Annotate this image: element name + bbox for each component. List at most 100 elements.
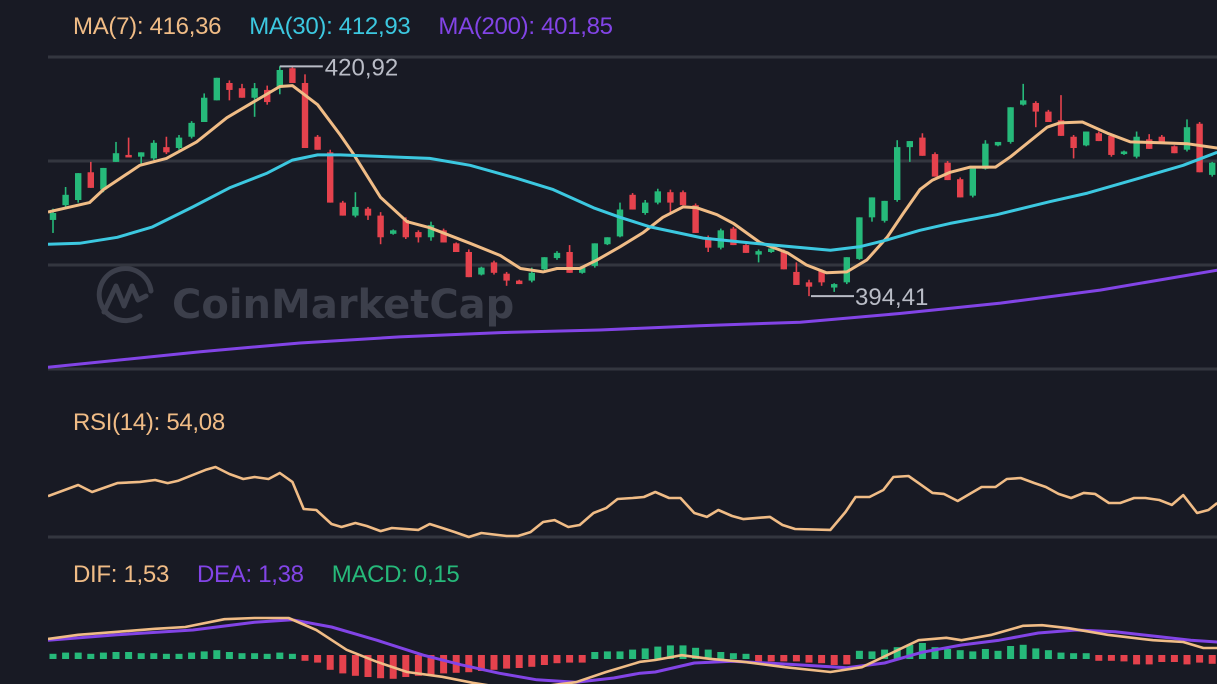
watermark-text: CoinMarketCap	[172, 282, 514, 328]
candle-down	[377, 212, 384, 245]
macd-bar-positive	[238, 653, 246, 659]
candle-body	[881, 200, 888, 221]
candle-down	[1070, 135, 1077, 159]
candles	[49, 66, 1216, 297]
dea-value: DEA: 1,38	[197, 561, 304, 588]
candle-down	[327, 149, 334, 203]
macd-bar-positive	[994, 650, 1002, 659]
coinmarketcap-logo-icon	[96, 266, 154, 324]
macd-bar-negative	[1095, 655, 1103, 661]
macd-bar-positive	[692, 647, 700, 659]
candle-up	[1209, 161, 1216, 177]
macd-bar-negative	[792, 655, 800, 662]
ma-lines	[48, 84, 1217, 275]
rsi-panel	[48, 465, 1217, 539]
candle-down	[944, 161, 951, 181]
candle-down	[289, 66, 296, 84]
macd-bar-positive	[1044, 650, 1052, 659]
candle-up	[868, 197, 876, 222]
candle-down	[667, 189, 674, 213]
candle-body	[138, 152, 145, 157]
max-price-label: 420,92	[325, 54, 398, 81]
macd-bar-positive	[1057, 652, 1065, 659]
macd-value: MACD: 0,15	[331, 561, 460, 588]
candle-body	[301, 83, 309, 149]
candle-down	[679, 190, 687, 206]
macd-bar-positive	[288, 653, 296, 659]
candle-body	[931, 154, 939, 177]
macd-bar-positive	[74, 652, 82, 659]
macd-bar-negative	[553, 655, 561, 664]
candle-body	[1120, 151, 1128, 155]
macd-bar-positive	[1032, 648, 1040, 659]
candle-body	[566, 252, 573, 273]
candle-up	[541, 257, 548, 272]
candle-body	[843, 257, 850, 283]
candle-body	[780, 252, 787, 270]
candle-body	[516, 280, 523, 285]
macd-bar-positive	[225, 652, 233, 659]
macd-bar-positive	[1070, 653, 1078, 659]
candle-down	[629, 193, 636, 210]
macd-bar-positive	[99, 652, 107, 659]
candle-down	[805, 279, 813, 297]
candle-down	[301, 74, 309, 149]
candle-down	[742, 244, 750, 253]
candle-body	[1083, 131, 1090, 146]
candle-up	[591, 243, 598, 268]
macd-bar-positive	[137, 653, 145, 659]
macd-bar-positive	[1019, 644, 1027, 659]
candle-up	[1120, 150, 1128, 155]
candle-down	[919, 133, 926, 156]
candle-body	[1183, 127, 1191, 150]
candle-body	[1209, 162, 1216, 175]
candle-up	[768, 247, 775, 253]
candle-body	[188, 122, 195, 137]
candle-up	[1020, 83, 1027, 106]
candle-body	[541, 257, 548, 270]
candle-up	[654, 188, 661, 205]
macd-bar-positive	[603, 651, 611, 659]
candle-up	[881, 200, 888, 223]
candle-body	[667, 192, 674, 203]
candle-body	[276, 70, 283, 87]
macd-bar-negative	[314, 655, 322, 663]
candle-down	[1196, 122, 1203, 173]
candle-down	[1057, 95, 1065, 136]
candle-down	[1095, 131, 1102, 142]
candle-body	[264, 89, 271, 103]
candle-body	[805, 282, 813, 287]
macd-bar-positive	[666, 645, 674, 659]
candle-down	[1045, 109, 1052, 123]
candle-body	[289, 68, 296, 84]
candle-body	[226, 83, 233, 90]
candle-up	[553, 251, 561, 260]
macd-panel	[48, 616, 1217, 684]
candle-body	[679, 192, 687, 206]
candle-body	[1146, 139, 1153, 149]
macd-bar-positive	[251, 653, 259, 659]
macd-bar-negative	[755, 655, 763, 662]
candle-body	[1196, 123, 1203, 173]
candle-body	[1045, 111, 1052, 123]
candle-up	[112, 141, 120, 162]
macd-bar-negative	[414, 655, 422, 676]
ma30-line	[48, 150, 1217, 252]
macd-bar-negative	[301, 655, 309, 661]
candle-body	[1007, 107, 1014, 142]
candle-up	[831, 283, 838, 292]
macd-bar-negative	[540, 655, 548, 665]
ma7-legend: MA(7): 416,36	[73, 13, 222, 40]
macd-bar-positive	[969, 651, 977, 659]
candle-body	[352, 206, 359, 216]
ma200-line	[48, 268, 1217, 369]
candle-body	[616, 209, 624, 237]
macd-bar-positive	[956, 650, 964, 659]
macd-bar-negative	[490, 655, 498, 670]
candle-body	[1133, 136, 1140, 157]
candle-body	[163, 147, 170, 153]
candle-body	[377, 215, 384, 238]
candle-down	[440, 228, 447, 243]
candle-body	[1158, 136, 1165, 144]
